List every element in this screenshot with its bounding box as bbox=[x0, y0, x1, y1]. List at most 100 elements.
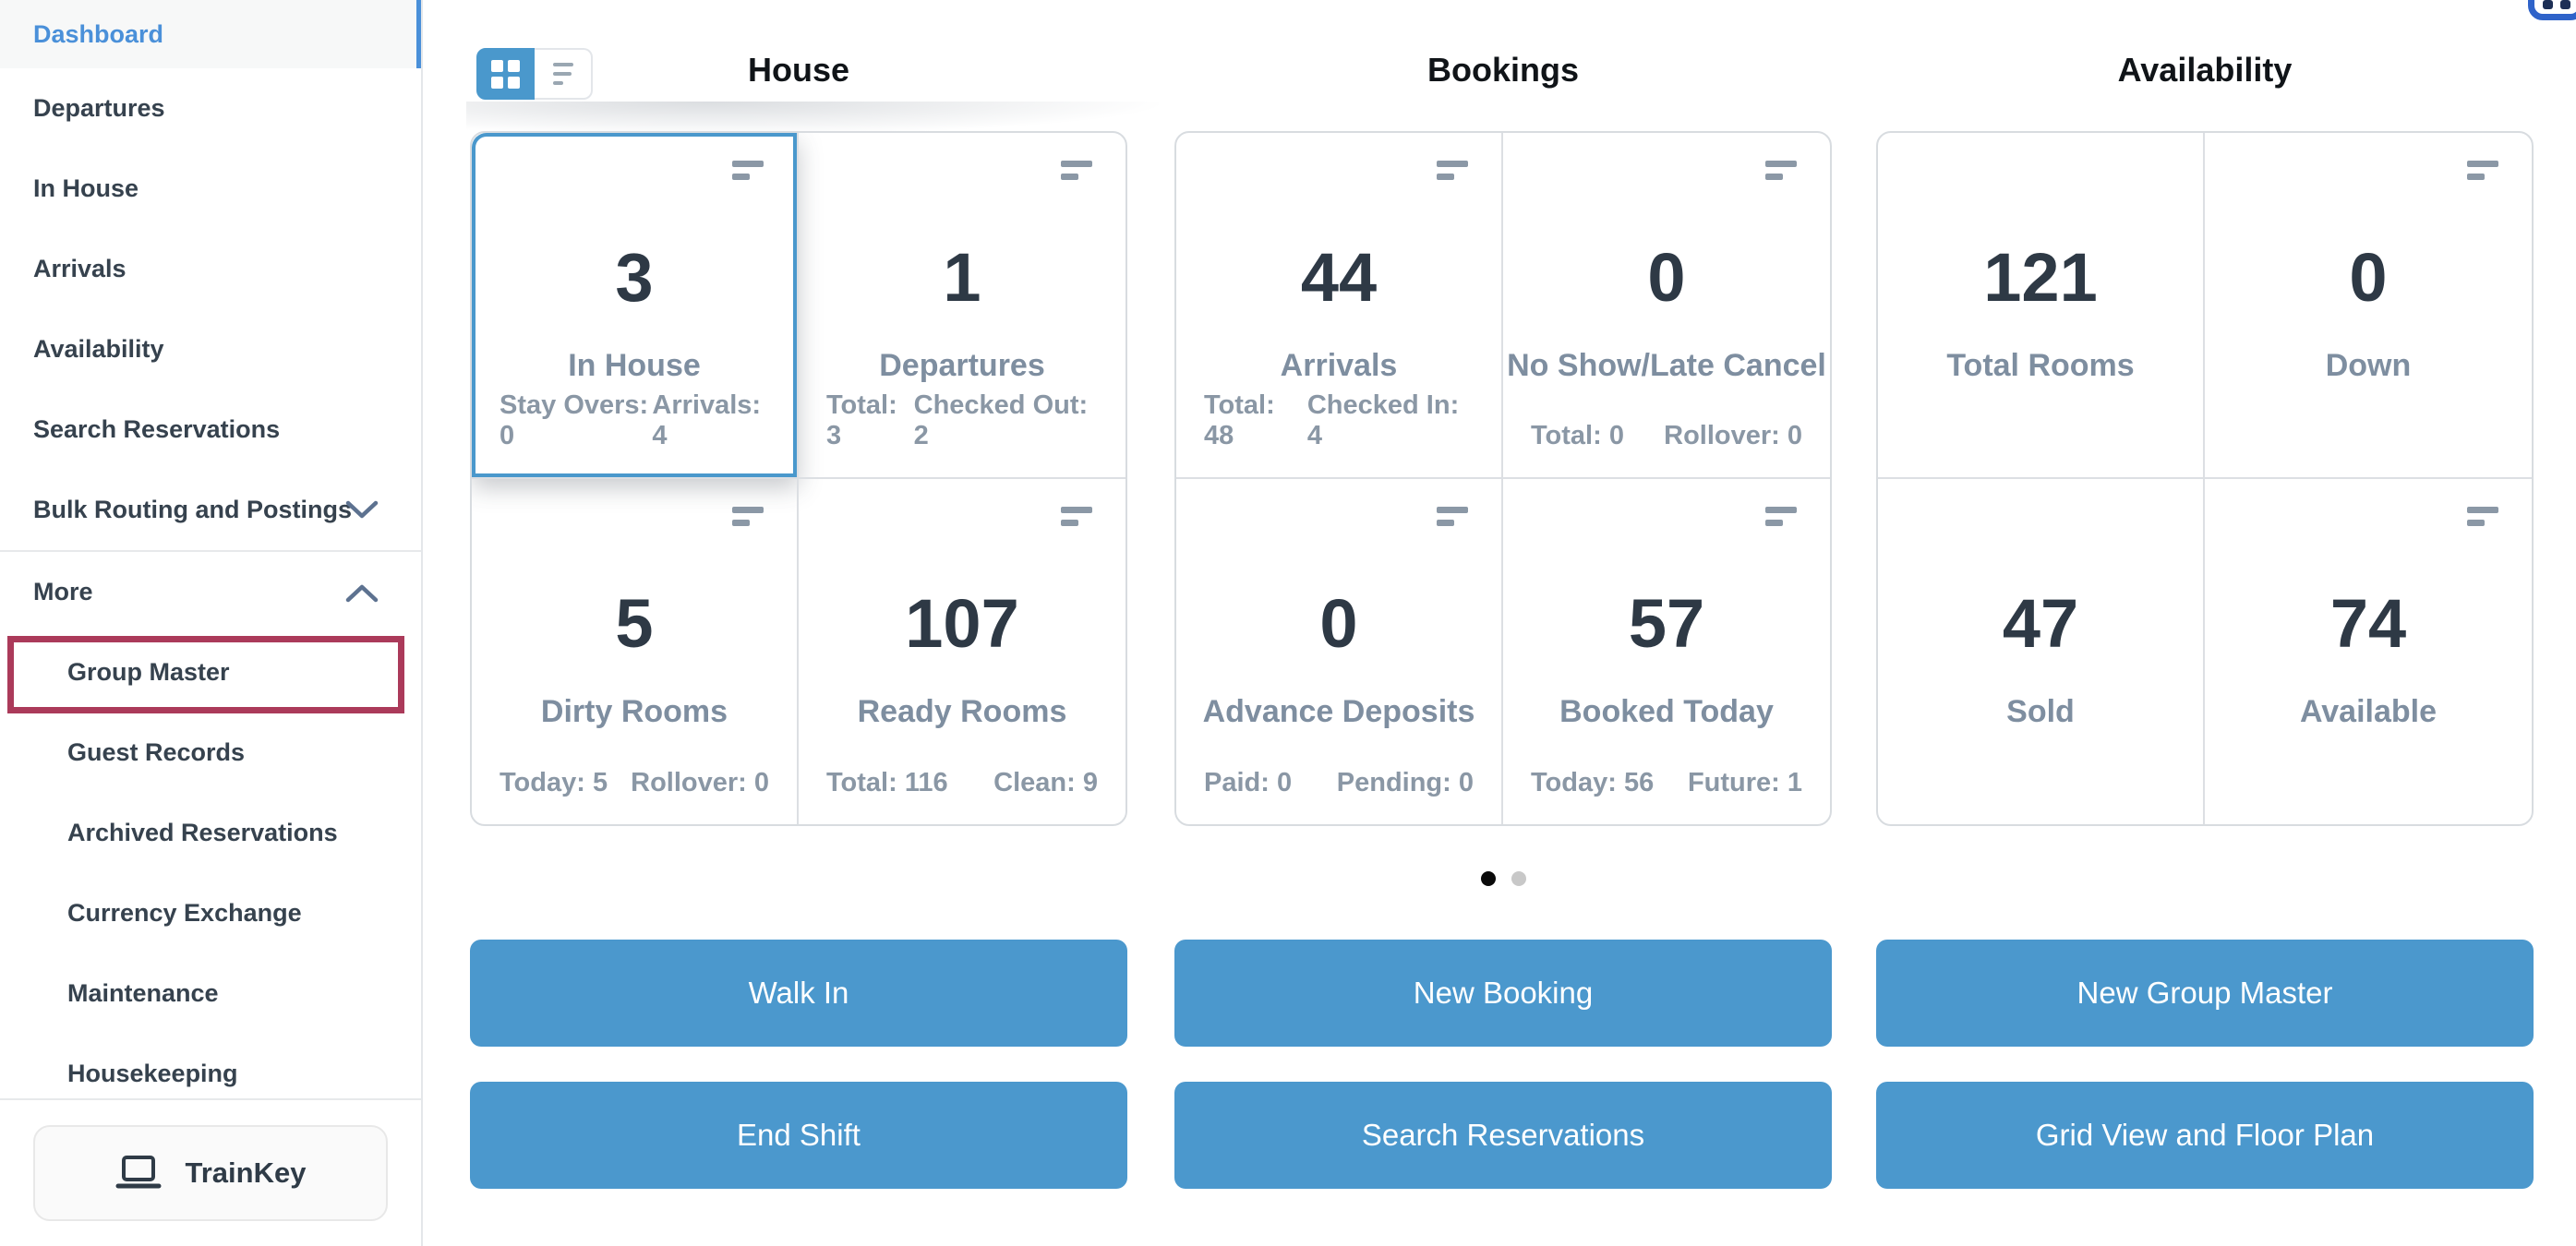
sidebar-item-more[interactable]: More bbox=[0, 552, 421, 632]
card-label: Ready Rooms bbox=[857, 693, 1067, 729]
card-sold[interactable]: 47 Sold bbox=[1878, 478, 2205, 824]
card-available[interactable]: 74 Available bbox=[2205, 479, 2532, 825]
card-menu-icon[interactable] bbox=[1061, 161, 1092, 180]
sidebar-item-label: Guest Records bbox=[67, 738, 246, 766]
card-no-show-late-cancel[interactable]: 0 No Show/Late Cancel Total: 0 Rollover:… bbox=[1503, 133, 1830, 479]
sidebar-item-bulk-routing-and-postings[interactable]: Bulk Routing and Postings bbox=[0, 470, 421, 550]
card-value: 0 bbox=[2349, 239, 2388, 316]
card-arrivals[interactable]: 44 Arrivals Total: 48 Checked In: 4 bbox=[1176, 133, 1503, 479]
card-footer-right: Checked Out: 2 bbox=[913, 389, 1089, 450]
card-footer-left: Total: 3 bbox=[826, 389, 897, 450]
new-booking-button[interactable]: New Booking bbox=[1174, 940, 1832, 1047]
trainkey-label: TrainKey bbox=[185, 1156, 307, 1189]
card-footer-left: Stay Overs: 0 bbox=[500, 389, 649, 450]
sidebar-item-label: Archived Reservations bbox=[67, 819, 338, 846]
sidebar-item-dashboard[interactable]: Dashboard bbox=[0, 0, 421, 68]
card-group-house: 3 In House Stay Overs: 0 Arrivals: 4 1 D… bbox=[470, 131, 1127, 826]
view-toggle bbox=[476, 48, 593, 100]
card-footer-right: Rollover: 0 bbox=[1664, 420, 1802, 450]
card-value: 107 bbox=[905, 584, 1019, 662]
list-view-icon bbox=[552, 63, 573, 85]
card-label: Total Rooms bbox=[1946, 348, 2135, 383]
card-footer-right: Checked In: 4 bbox=[1306, 389, 1460, 450]
sidebar-item-availability[interactable]: Availability bbox=[0, 309, 421, 389]
group-title-house: House bbox=[747, 51, 850, 89]
list-view-button[interactable] bbox=[535, 48, 593, 100]
card-footer-left: Today: 56 bbox=[1531, 768, 1655, 797]
laptop-icon bbox=[115, 1156, 162, 1189]
card-down[interactable]: 0 Down bbox=[2205, 133, 2532, 479]
sidebar-item-archived-reservations[interactable]: Archived Reservations bbox=[0, 793, 421, 873]
card-label: Down bbox=[2325, 348, 2412, 383]
card-menu-icon[interactable] bbox=[1437, 161, 1468, 180]
sidebar-nav: Dashboard Departures In House Arrivals A… bbox=[0, 0, 421, 1098]
card-value: 74 bbox=[2329, 584, 2407, 662]
grid-view-floor-plan-button[interactable]: Grid View and Floor Plan bbox=[1876, 1082, 2534, 1189]
card-menu-icon[interactable] bbox=[1765, 161, 1797, 180]
card-footer-left: Today: 5 bbox=[500, 768, 608, 797]
card-label: Departures bbox=[879, 348, 1045, 383]
card-booked-today[interactable]: 57 Booked Today Today: 56 Future: 1 bbox=[1503, 479, 1830, 825]
card-menu-icon[interactable] bbox=[2467, 506, 2498, 526]
carousel-dot[interactable] bbox=[1511, 871, 1526, 886]
card-menu-icon[interactable] bbox=[1765, 506, 1797, 526]
card-footer-right: Rollover: 0 bbox=[631, 768, 769, 797]
card-shadow bbox=[466, 102, 1159, 135]
card-footer: Today: 56 Future: 1 bbox=[1503, 768, 1830, 798]
card-value: 1 bbox=[943, 239, 981, 316]
new-group-master-button[interactable]: New Group Master bbox=[1876, 940, 2534, 1047]
card-menu-icon[interactable] bbox=[732, 506, 764, 526]
card-ready-rooms[interactable]: 107 Ready Rooms Total: 116 Clean: 9 bbox=[799, 479, 1125, 825]
grid-view-button[interactable] bbox=[476, 48, 535, 100]
sidebar-item-search-reservations[interactable]: Search Reservations bbox=[0, 389, 421, 470]
sidebar-divider bbox=[0, 550, 421, 552]
card-footer-left: Total: 0 bbox=[1531, 420, 1624, 450]
card-dirty-rooms[interactable]: 5 Dirty Rooms Today: 5 Rollover: 0 bbox=[472, 478, 799, 824]
card-menu-icon[interactable] bbox=[732, 161, 764, 180]
card-group-availability: 121 Total Rooms 0 Down 47 Sold 74 Availa… bbox=[1876, 131, 2534, 826]
sidebar-item-arrivals[interactable]: Arrivals bbox=[0, 229, 421, 309]
sidebar-item-label: Dashboard bbox=[33, 19, 164, 48]
card-total-rooms[interactable]: 121 Total Rooms bbox=[1878, 133, 2205, 479]
sidebar-item-label: Maintenance bbox=[67, 979, 219, 1007]
end-shift-button[interactable]: End Shift bbox=[470, 1082, 1127, 1189]
card-label: Booked Today bbox=[1559, 693, 1774, 729]
group-title-availability: Availability bbox=[2117, 51, 2293, 89]
sidebar-item-in-house[interactable]: In House bbox=[0, 149, 421, 229]
card-in-house[interactable]: 3 In House Stay Overs: 0 Arrivals: 4 bbox=[472, 133, 799, 479]
carousel-dot[interactable] bbox=[1480, 871, 1496, 886]
card-menu-icon[interactable] bbox=[2467, 161, 2498, 180]
sidebar-item-label: More bbox=[33, 578, 93, 605]
chevron-up-icon bbox=[345, 584, 379, 602]
card-footer: Total: 48 Checked In: 4 bbox=[1176, 390, 1501, 451]
card-value: 57 bbox=[1628, 584, 1705, 662]
card-label: Available bbox=[2299, 693, 2438, 729]
sidebar-item-label: In House bbox=[33, 174, 139, 202]
sidebar-item-label: Departures bbox=[33, 94, 165, 122]
sidebar-item-group-master[interactable]: Group Master bbox=[0, 632, 421, 713]
sidebar-item-departures[interactable]: Departures bbox=[0, 68, 421, 149]
sidebar-item-currency-exchange[interactable]: Currency Exchange bbox=[0, 873, 421, 953]
sidebar: Dashboard Departures In House Arrivals A… bbox=[0, 0, 423, 1246]
card-footer-right: Arrivals: 4 bbox=[652, 389, 762, 450]
card-menu-icon[interactable] bbox=[1061, 506, 1092, 526]
card-advance-deposits[interactable]: 0 Advance Deposits Paid: 0 Pending: 0 bbox=[1176, 478, 1503, 824]
walk-in-button[interactable]: Walk In bbox=[470, 940, 1127, 1047]
card-departures[interactable]: 1 Departures Total: 3 Checked Out: 2 bbox=[799, 133, 1125, 479]
sidebar-item-housekeeping[interactable]: Housekeeping bbox=[0, 1034, 421, 1098]
card-label: Dirty Rooms bbox=[540, 693, 728, 729]
sidebar-item-maintenance[interactable]: Maintenance bbox=[0, 953, 421, 1034]
cursor-badge-icon bbox=[2528, 0, 2576, 20]
trainkey-button[interactable]: TrainKey bbox=[33, 1125, 388, 1221]
card-menu-icon[interactable] bbox=[1437, 506, 1468, 526]
sidebar-item-label: Availability bbox=[33, 335, 164, 363]
sidebar-item-guest-records[interactable]: Guest Records bbox=[0, 713, 421, 793]
card-group-bookings: 44 Arrivals Total: 48 Checked In: 4 0 No… bbox=[1174, 131, 1832, 826]
search-reservations-button[interactable]: Search Reservations bbox=[1174, 1082, 1832, 1189]
card-footer: Total: 3 Checked Out: 2 bbox=[799, 390, 1125, 451]
sidebar-item-label: Search Reservations bbox=[33, 415, 281, 443]
card-label: Sold bbox=[2006, 693, 2075, 729]
card-footer-left: Total: 48 bbox=[1204, 389, 1275, 450]
card-value: 0 bbox=[1647, 239, 1686, 316]
sidebar-item-label: Housekeeping bbox=[67, 1060, 238, 1087]
